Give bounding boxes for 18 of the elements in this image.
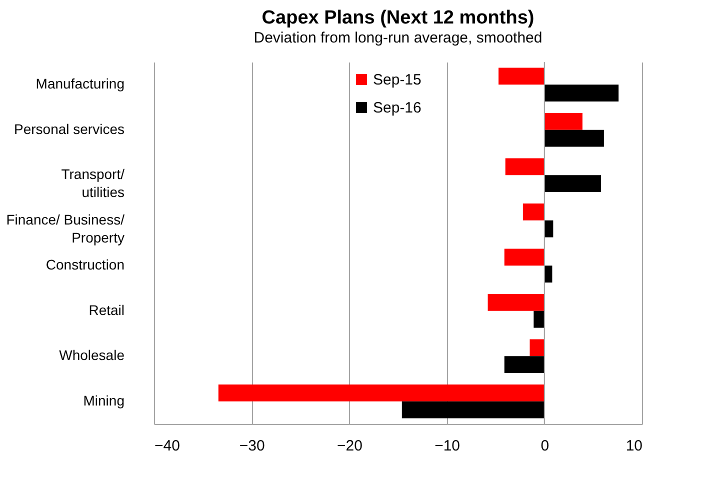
y-tick-label: Retail (88, 302, 124, 318)
y-tick-label: Manufacturing (36, 76, 124, 92)
x-tick-label: −10 (434, 438, 460, 454)
chart-title: Capex Plans (Next 12 months) (262, 8, 534, 28)
x-tick-label: 0 (540, 438, 550, 454)
y-tick-label: Personal services (14, 120, 124, 137)
y-tick-label: Construction (46, 256, 124, 273)
legend-label: Sep-15 (373, 72, 422, 88)
x-tick-label: −30 (239, 438, 265, 454)
y-tick-label: Mining (83, 392, 124, 408)
x-tick-label: −20 (336, 438, 362, 454)
y-tick-label: Wholesale (59, 347, 125, 364)
legend-label: Sep-16 (373, 100, 422, 116)
chart-subtitle: Deviation from long-run average, smoothed (254, 30, 542, 46)
y-tick-label: Transport/ utilities (61, 166, 125, 200)
x-tick-label: 10 (626, 438, 642, 454)
x-tick-label: −40 (154, 438, 180, 454)
y-tick-label: Finance/ Business/ Property (6, 211, 125, 246)
